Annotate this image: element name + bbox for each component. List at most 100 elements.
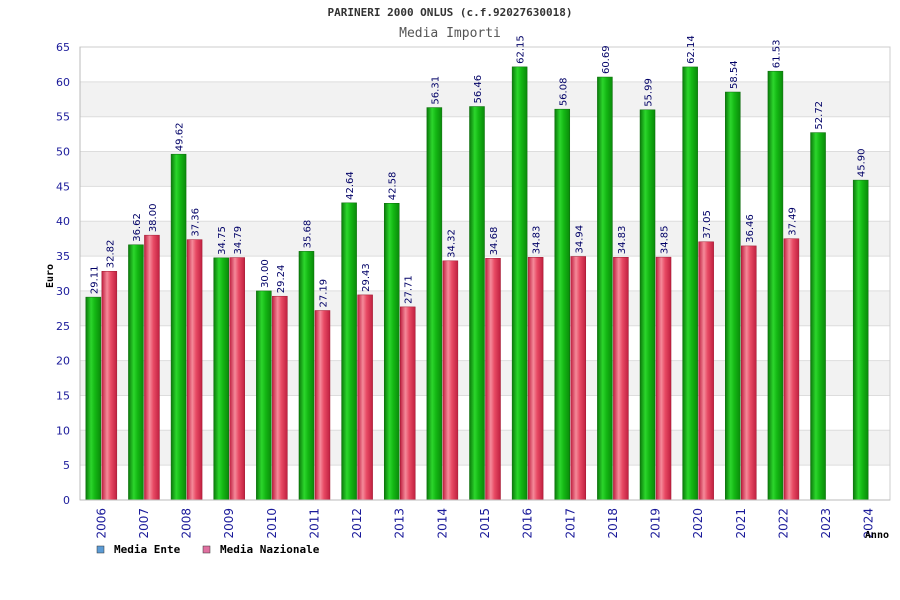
value-label-media-nazionale-2009: 34.79 [233,226,244,255]
value-label-media-ente-2010: 30.00 [260,259,271,288]
x-tick-label-2009: 2009 [222,508,236,539]
x-tick-label-2016: 2016 [521,508,535,539]
bar-media-nazionale-2019 [655,256,672,501]
value-label-media-nazionale-2019: 34.85 [660,225,671,254]
bar-media-ente-2006 [85,296,102,501]
bar-media-ente-2019 [639,109,656,501]
x-tick-label-2006: 2006 [94,508,108,539]
y-tick-label: 35 [56,250,70,263]
bar-media-ente-2009 [213,257,229,501]
x-axis-ticks: 2006 2007 2008 2009 2010 2011 2012 2013 2014 2015… [94,508,875,539]
bar-media-ente-2008 [170,153,187,501]
y-tick-label: 10 [56,424,70,437]
x-tick-label-2022: 2022 [776,508,790,539]
value-label-media-ente-2022: 61.53 [771,40,782,69]
bar-media-ente-2012 [341,202,357,501]
value-label-media-nazionale-2010: 29.24 [276,265,287,294]
x-tick-label-2023: 2023 [819,508,833,539]
value-label-media-ente-2021: 58.54 [729,60,740,89]
bar-media-nazionale-2010 [272,295,288,501]
legend-swatch-media-ente [96,545,105,554]
bar-media-ente-2018 [597,76,613,501]
x-tick-label-2017: 2017 [563,508,577,539]
chart-title: PARINERI 2000 ONLUS (c.f.92027630018) [327,6,572,19]
value-label-media-ente-2019: 55.99 [644,78,655,107]
value-label-media-ente-2013: 42.58 [388,172,399,201]
value-label-media-nazionale-2021: 36.46 [745,214,756,243]
x-axis-title: Anno [865,530,889,541]
x-tick-label-2013: 2013 [393,508,407,539]
value-label-media-nazionale-2006: 32.82 [105,240,116,269]
chart-subtitle: Media Importi [399,26,501,41]
x-tick-label-2021: 2021 [734,508,748,539]
x-tick-label-2008: 2008 [180,508,194,539]
value-label-media-nazionale-2020: 37.05 [702,210,713,239]
x-tick-label-2020: 2020 [691,508,705,539]
legend-label-media-nazionale: Media Nazionale [220,543,320,556]
bar-media-nazionale-2008 [186,239,203,501]
value-label-media-nazionale-2017: 34.94 [574,225,585,254]
bar-media-nazionale-2022 [783,238,800,501]
y-axis-title: Euro [45,264,56,288]
y-tick-label: 30 [56,285,70,298]
grid-band [80,81,890,117]
value-label-media-ente-2015: 56.46 [473,75,484,104]
y-tick-label: 40 [56,215,70,228]
bar-media-nazionale-2007 [144,234,160,501]
value-label-media-ente-2018: 60.69 [601,45,612,74]
bar-media-nazionale-2020 [698,241,714,501]
value-label-media-nazionale-2013: 27.71 [404,275,415,304]
value-label-media-ente-2016: 62.15 [516,35,527,64]
value-label-media-ente-2012: 42.64 [345,171,356,200]
value-label-media-ente-2023: 52.72 [814,101,825,130]
value-label-media-nazionale-2022: 37.49 [787,207,798,236]
bar-media-nazionale-2012 [357,294,373,501]
bar-media-ente-2023 [810,132,826,501]
x-tick-label-2024: 2024 [862,508,876,539]
bar-media-nazionale-2009 [229,257,245,501]
value-label-media-nazionale-2016: 34.83 [532,226,543,255]
bar-media-ente-2007 [128,244,144,501]
value-label-media-nazionale-2015: 34.68 [489,227,500,256]
legend-swatch-media-nazionale [202,545,211,554]
bar-media-nazionale-2016 [527,257,544,501]
bar-media-nazionale-2013 [399,306,416,501]
bar-media-nazionale-2011 [314,310,331,501]
bar-media-ente-2014 [426,107,443,501]
value-label-media-ente-2008: 49.62 [175,123,186,152]
x-tick-label-2010: 2010 [265,508,279,539]
y-tick-label: 0 [63,494,70,507]
legend: Media Ente Media Nazionale [96,543,320,556]
bar-media-nazionale-2014 [442,260,459,501]
value-labels: 29.11 32.82 36.62 38.00 49.62 37.36 34.75 34.79… [89,35,867,307]
y-tick-label: 15 [56,389,70,402]
x-tick-label-2015: 2015 [478,508,492,539]
y-tick-label: 65 [56,41,70,54]
x-tick-label-2007: 2007 [137,508,151,539]
value-label-media-nazionale-2014: 34.32 [446,229,457,258]
value-label-media-ente-2020: 62.14 [686,35,697,64]
y-tick-label: 25 [56,320,70,333]
bar-media-nazionale-2021 [741,245,757,501]
value-label-media-ente-2009: 34.75 [217,226,228,255]
legend-label-media-ente: Media Ente [114,543,181,556]
y-tick-label: 55 [56,111,70,124]
bar-media-nazionale-2018 [613,257,629,501]
bar-media-nazionale-2017 [570,256,587,501]
value-label-media-ente-2014: 56.31 [430,76,441,105]
value-label-media-nazionale-2008: 37.36 [191,208,202,237]
bars [85,66,869,501]
x-tick-label-2014: 2014 [435,508,449,539]
bar-media-ente-2011 [298,251,315,501]
bar-media-ente-2024 [852,179,869,501]
x-tick-label-2011: 2011 [307,508,321,539]
value-label-media-nazionale-2007: 38.00 [148,204,159,233]
bar-media-ente-2013 [383,203,400,501]
y-tick-label: 50 [56,146,70,159]
bar-media-ente-2020 [682,66,698,501]
value-label-media-nazionale-2018: 34.83 [617,226,628,255]
value-label-media-ente-2006: 29.11 [89,265,100,294]
bar-media-ente-2016 [511,66,528,501]
x-tick-label-2012: 2012 [350,508,364,539]
